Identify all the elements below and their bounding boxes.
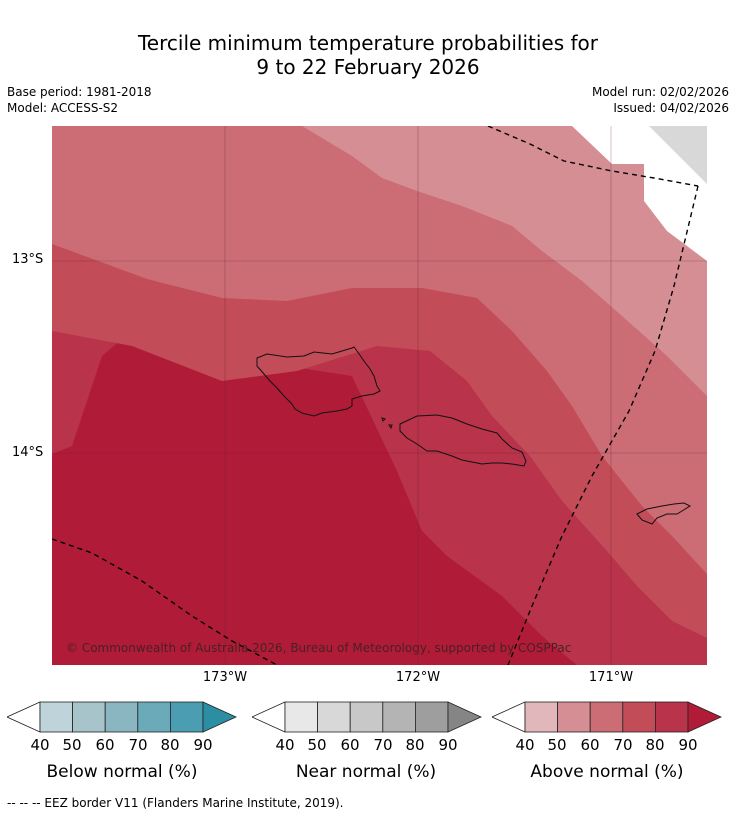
eez-borders	[52, 126, 699, 665]
island-manono	[381, 417, 386, 422]
colorbar-below-svg	[6, 701, 237, 733]
colorbar-below-cell	[72, 701, 106, 733]
colorbar-below-cell	[39, 701, 73, 733]
colorbar-below-cell	[169, 701, 204, 733]
tick-label: 40	[30, 736, 50, 754]
island-apolima	[388, 424, 393, 430]
colorbar-near-cell	[284, 701, 318, 733]
tick-label: 70	[373, 736, 393, 754]
colorbar-above-cell	[622, 701, 656, 733]
colorbar-near-cells	[284, 701, 449, 733]
tick-label: 90	[438, 736, 458, 754]
band-above-50	[302, 126, 707, 396]
title-line-2: 9 to 22 February 2026	[256, 55, 480, 79]
colorbar-above-min-arrow	[491, 701, 526, 733]
coastlines	[256, 346, 692, 525]
tick-label: 60	[340, 736, 360, 754]
map[interactable]	[52, 126, 707, 665]
island-tutuila	[636, 502, 692, 525]
no-data-area	[572, 126, 707, 261]
eez-border-east	[507, 185, 699, 665]
lon-label-172w: 172°W	[395, 670, 441, 685]
colorbar-below-cell	[137, 701, 171, 733]
model-run: Model run: 02/02/2026	[591, 85, 729, 99]
lon-label-173w: 173°W	[202, 670, 248, 685]
eez-border-southwest	[52, 538, 278, 665]
title-line-1: Tercile minimum temperature probabilitie…	[137, 31, 599, 55]
lat-label-14s: 14°S	[12, 445, 44, 460]
colorbar-near-cell	[349, 701, 384, 733]
tick-label: 80	[405, 736, 425, 754]
map-svg[interactable]	[52, 126, 707, 665]
colorbar-below-cell	[104, 701, 139, 733]
meta-left: Base period: 1981-2018 Model: ACCESS-S2	[7, 84, 152, 116]
island-upolu	[399, 414, 527, 467]
colorbar-below-max-arrow	[202, 701, 237, 733]
tick-label: 50	[62, 736, 82, 754]
colorbar-above-cells	[524, 701, 689, 733]
tick-label: 80	[645, 736, 665, 754]
colorbar-near-cell	[317, 701, 351, 733]
tick-label: 90	[193, 736, 213, 754]
tick-label: 40	[515, 736, 535, 754]
no-data-grey	[649, 126, 707, 184]
copyright-notice: © Commonwealth of Australia 2026, Bureau…	[66, 641, 572, 655]
colorbar-below-cells	[39, 701, 204, 733]
colorbar-below	[6, 701, 237, 739]
lon-label-171w: 171°W	[588, 670, 634, 685]
colorbar-below-label: Below normal (%)	[46, 762, 198, 782]
colorbar-below-min-arrow	[6, 701, 41, 733]
eez-footnote: -- -- -- EEZ border V11 (Flanders Marine…	[7, 796, 344, 810]
tick-label: 70	[128, 736, 148, 754]
colorbar-above-cell	[524, 701, 558, 733]
colorbar-near	[251, 701, 482, 739]
colorbar-above-cell	[589, 701, 624, 733]
base-period: Base period: 1981-2018	[7, 85, 152, 99]
tick-label: 60	[580, 736, 600, 754]
eez-border-north	[487, 126, 699, 187]
tick-label: 60	[95, 736, 115, 754]
tick-label: 70	[613, 736, 633, 754]
tick-label: 40	[275, 736, 295, 754]
colorbar-above-label: Above normal (%)	[530, 762, 684, 782]
issued-date: Issued: 04/02/2026	[613, 101, 729, 115]
model-name: Model: ACCESS-S2	[7, 101, 119, 115]
meta-right: Model run: 02/02/2026 Issued: 04/02/2026	[592, 84, 729, 116]
chart-title: Tercile minimum temperature probabilitie…	[0, 31, 736, 79]
colorbar-near-min-arrow	[251, 701, 286, 733]
colorbar-above-cell	[557, 701, 591, 733]
colorbar-near-cell	[382, 701, 416, 733]
colorbar-above-max-arrow	[687, 701, 722, 733]
tick-label: 50	[547, 736, 567, 754]
tick-label: 90	[678, 736, 698, 754]
lat-label-13s: 13°S	[12, 252, 44, 267]
colorbar-near-svg	[251, 701, 482, 733]
colorbar-near-max-arrow	[447, 701, 482, 733]
island-savaii	[256, 346, 381, 417]
colorbar-above	[491, 701, 722, 739]
tick-label: 80	[160, 736, 180, 754]
graticule	[52, 126, 707, 665]
tick-label: 50	[307, 736, 327, 754]
colorbar-above-svg	[491, 701, 722, 733]
colorbar-near-cell	[414, 701, 449, 733]
colorbar-above-cell	[654, 701, 689, 733]
colorbar-near-label: Near normal (%)	[295, 762, 437, 782]
